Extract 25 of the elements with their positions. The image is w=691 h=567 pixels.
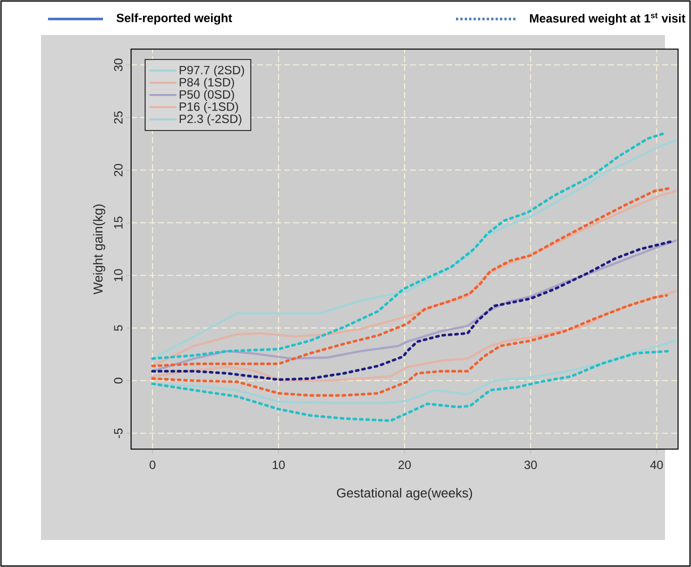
- legend-label: P84 (1SD): [180, 78, 234, 89]
- line-series: [151, 290, 677, 382]
- y-tick-label: 25: [114, 111, 123, 124]
- text: Measured weight at 1$^{st}$ visit: [530, 12, 686, 26]
- y-tick-label: 15: [114, 216, 123, 229]
- x-axis-title: Gestational age(weeks): [336, 488, 472, 500]
- x-tick-label: 0: [150, 460, 156, 470]
- y-tick-label: 0: [114, 378, 123, 384]
- y-tick-label: 20: [114, 164, 123, 176]
- legend-label: P50 (0SD): [180, 90, 234, 102]
- x-tick-label: 20: [398, 460, 411, 470]
- text: Self-reported weight: [116, 13, 232, 25]
- x-tick-label: 40: [650, 460, 663, 470]
- x-tick-label: 30: [524, 460, 537, 470]
- y-tick-label: 5: [114, 325, 123, 331]
- y-tick-label: 10: [114, 269, 123, 282]
- legend-label: P2.3 (-2SD): [180, 114, 242, 126]
- x-tick-label: 10: [272, 460, 285, 470]
- y-tick-label: -5: [114, 428, 123, 438]
- legend-label: P16 (-1SD): [180, 102, 238, 114]
- y-axis-title: Weight gain(kg): [93, 204, 106, 294]
- line-series: [151, 294, 668, 397]
- y-tick-label: 30: [114, 58, 123, 72]
- line-series: [151, 350, 670, 422]
- legend-label: P97.7 (2SD): [180, 66, 244, 77]
